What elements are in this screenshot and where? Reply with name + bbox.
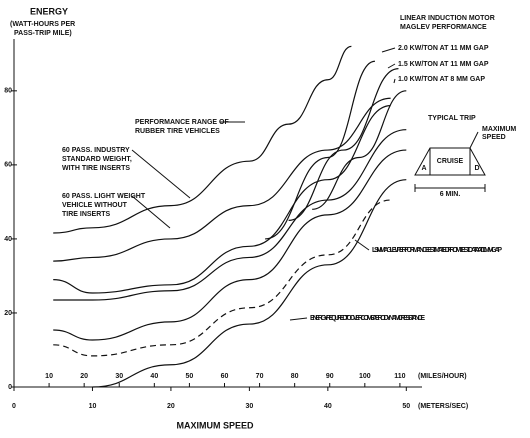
x-unit: (METERS/SEC) [418, 403, 468, 410]
inset-label: D [474, 165, 479, 172]
y-tick-label: 20 [4, 310, 12, 317]
curve [53, 199, 391, 357]
x-axis-title: MAXIMUM SPEED [176, 420, 254, 430]
series-label: 2.0 KW/TON AT 11 MM GAP [398, 45, 489, 52]
x2-tick-label: 80 [291, 373, 299, 380]
x2-tick-label: 60 [221, 373, 229, 380]
y-tick-label: 80 [4, 88, 12, 95]
annotation: TIRE INSERTS [62, 211, 111, 218]
y-axis-subtitle: (WATT-HOURS PER [10, 21, 75, 28]
annotation: PERFORMANCE RANGE OF [135, 119, 229, 126]
leader [354, 239, 370, 251]
header: LINEAR INDUCTION MOTOR [400, 15, 495, 22]
inset-label: A [421, 165, 426, 172]
y-tick-label: 60 [4, 162, 12, 169]
curve [312, 90, 407, 210]
y-tick-label: 40 [4, 236, 12, 243]
x2-tick-label: 20 [80, 373, 88, 380]
series-label: ENERGY REQUIRED TO OVERCOME AERODYNAMIC … [310, 315, 425, 322]
inset-label: CRUISE [437, 158, 464, 165]
leader [131, 149, 191, 199]
curve [53, 105, 391, 294]
x-tick-label: 40 [324, 403, 332, 410]
x2-tick-label: 100 [359, 373, 371, 380]
inset-label: SPEED [482, 134, 506, 141]
curve [53, 129, 407, 301]
curve [53, 149, 407, 341]
inset [414, 131, 486, 192]
annotation: 60 PASS. INDUSTRY [62, 147, 130, 154]
annotation: RUBBER TIRE VEHICLES [135, 128, 220, 135]
x2-tick-label: 70 [256, 373, 264, 380]
inset-label: 6 MIN. [440, 191, 461, 198]
header: MAGLEV PERFORMANCE [400, 24, 487, 31]
y-axis-title: ENERGY [30, 6, 68, 16]
x2-tick-label: 90 [326, 373, 334, 380]
annotation: VEHICLE WITHOUT [62, 202, 128, 209]
series-label: 1.0 KW/TON AT 8 MM GAP [398, 76, 485, 83]
inset-title: TYPICAL TRIP [428, 115, 476, 122]
annotation: 60 PASS. LIGHT WEIGHT [62, 193, 146, 200]
curve [265, 60, 376, 240]
x-tick-label: 50 [402, 403, 410, 410]
leader [289, 317, 308, 321]
x2-tick-label: 40 [150, 373, 158, 380]
leader [393, 78, 396, 84]
annotation: STANDARD WEIGHT, [62, 156, 132, 163]
curve [53, 45, 352, 234]
series-label: 1.5 KW/TON AT 11 MM GAP [398, 61, 489, 68]
leader [387, 63, 396, 69]
leader [131, 195, 171, 229]
x2-tick-label: 50 [186, 373, 194, 380]
y-axis-subtitle: PASS-TRIP MILE) [14, 30, 72, 37]
annotation: WITH TIRE INSERTS [62, 165, 130, 172]
series-label: LSIM MAGLEV PERFORMANCE ESTIMATED FROM T… [372, 247, 502, 254]
curve [288, 68, 399, 222]
y-tick-label: 0 [8, 384, 12, 391]
curve [92, 179, 407, 388]
x2-tick-label: 10 [45, 373, 53, 380]
x-tick-label: 30 [245, 403, 253, 410]
x2-unit: (MILES/HOUR) [418, 373, 467, 380]
x-tick-label: 20 [167, 403, 175, 410]
x-tick-label: 10 [89, 403, 97, 410]
x2-tick-label: 30 [115, 373, 123, 380]
x2-tick-label: 110 [394, 373, 405, 380]
inset-label: MAXIMUM [482, 126, 516, 133]
x-tick-label: 0 [12, 403, 16, 410]
leader [381, 47, 396, 53]
